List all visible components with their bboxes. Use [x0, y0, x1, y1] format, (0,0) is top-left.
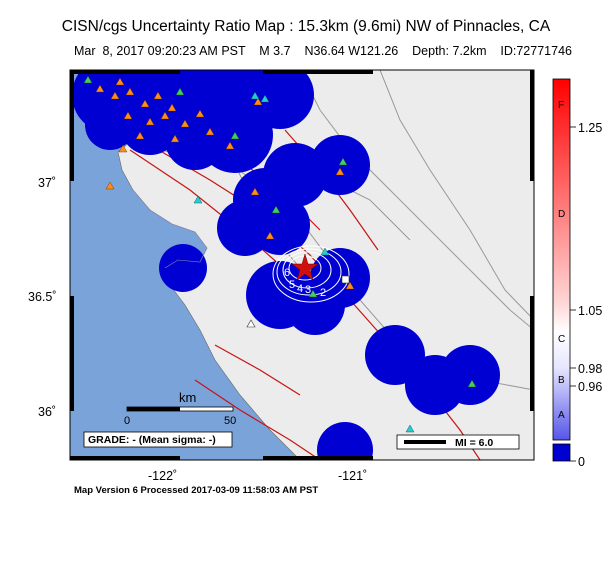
map-area: 6 5 4 3 2 km 0 50 GRADE: - (Mean sigma: …	[70, 70, 534, 460]
colorbar-letter: C	[558, 334, 565, 345]
stations	[83, 75, 477, 433]
scale-bar: km 0 50	[124, 390, 236, 427]
lon-label: -121˚	[338, 469, 367, 483]
map-frame	[69, 69, 535, 461]
lon-label: -122˚	[148, 469, 177, 483]
axis-labels: 37˚ 36.5˚ 36˚ -122˚ -121˚	[28, 176, 367, 483]
scale-unit: km	[179, 390, 196, 405]
scale-tick: 0	[124, 415, 130, 427]
contour-label: 4	[297, 283, 303, 295]
lat-label: 37˚	[38, 176, 56, 190]
contours	[272, 245, 350, 303]
colorbar-value: 1.25	[578, 121, 602, 135]
colorbar-letter: D	[558, 209, 565, 220]
colorbar-value: 0	[578, 455, 585, 469]
colorbar-letter: B	[558, 375, 565, 386]
map-footer: Map Version 6 Processed 2017-03-09 11:58…	[74, 485, 319, 496]
colorbar: F D C B A 1.25 1.05 0.98 0.96 0	[552, 78, 602, 469]
grade-box	[83, 431, 233, 448]
epicenter-icon	[291, 253, 319, 281]
colorbar-letter: A	[558, 410, 565, 421]
contour-label: 5	[289, 279, 295, 291]
mi-legend	[396, 434, 520, 450]
lat-label: 36.5˚	[28, 290, 57, 304]
scale-tick: 50	[224, 415, 236, 427]
contour-label: 6	[284, 267, 290, 279]
contour-labels: 6 5 4 3 2	[284, 267, 326, 299]
colorbar-value: 0.96	[578, 380, 602, 394]
map-title: CISN/cgs Uncertainty Ratio Map : 15.3km …	[61, 18, 551, 35]
contour-label: 3	[305, 284, 311, 296]
grade-text: GRADE: - (Mean sigma: -)	[88, 434, 216, 446]
colorbar-value: 0.98	[578, 362, 602, 376]
event-info: Mar 8, 2017 09:20:23 AM PST M 3.7 N36.64…	[74, 44, 572, 58]
colorbar-letter: F	[558, 100, 564, 111]
lat-label: 36˚	[38, 405, 56, 419]
colorbar-value: 1.05	[578, 304, 602, 318]
contour-label: 2	[320, 287, 326, 299]
mi-legend-text: MI = 6.0	[455, 437, 493, 449]
